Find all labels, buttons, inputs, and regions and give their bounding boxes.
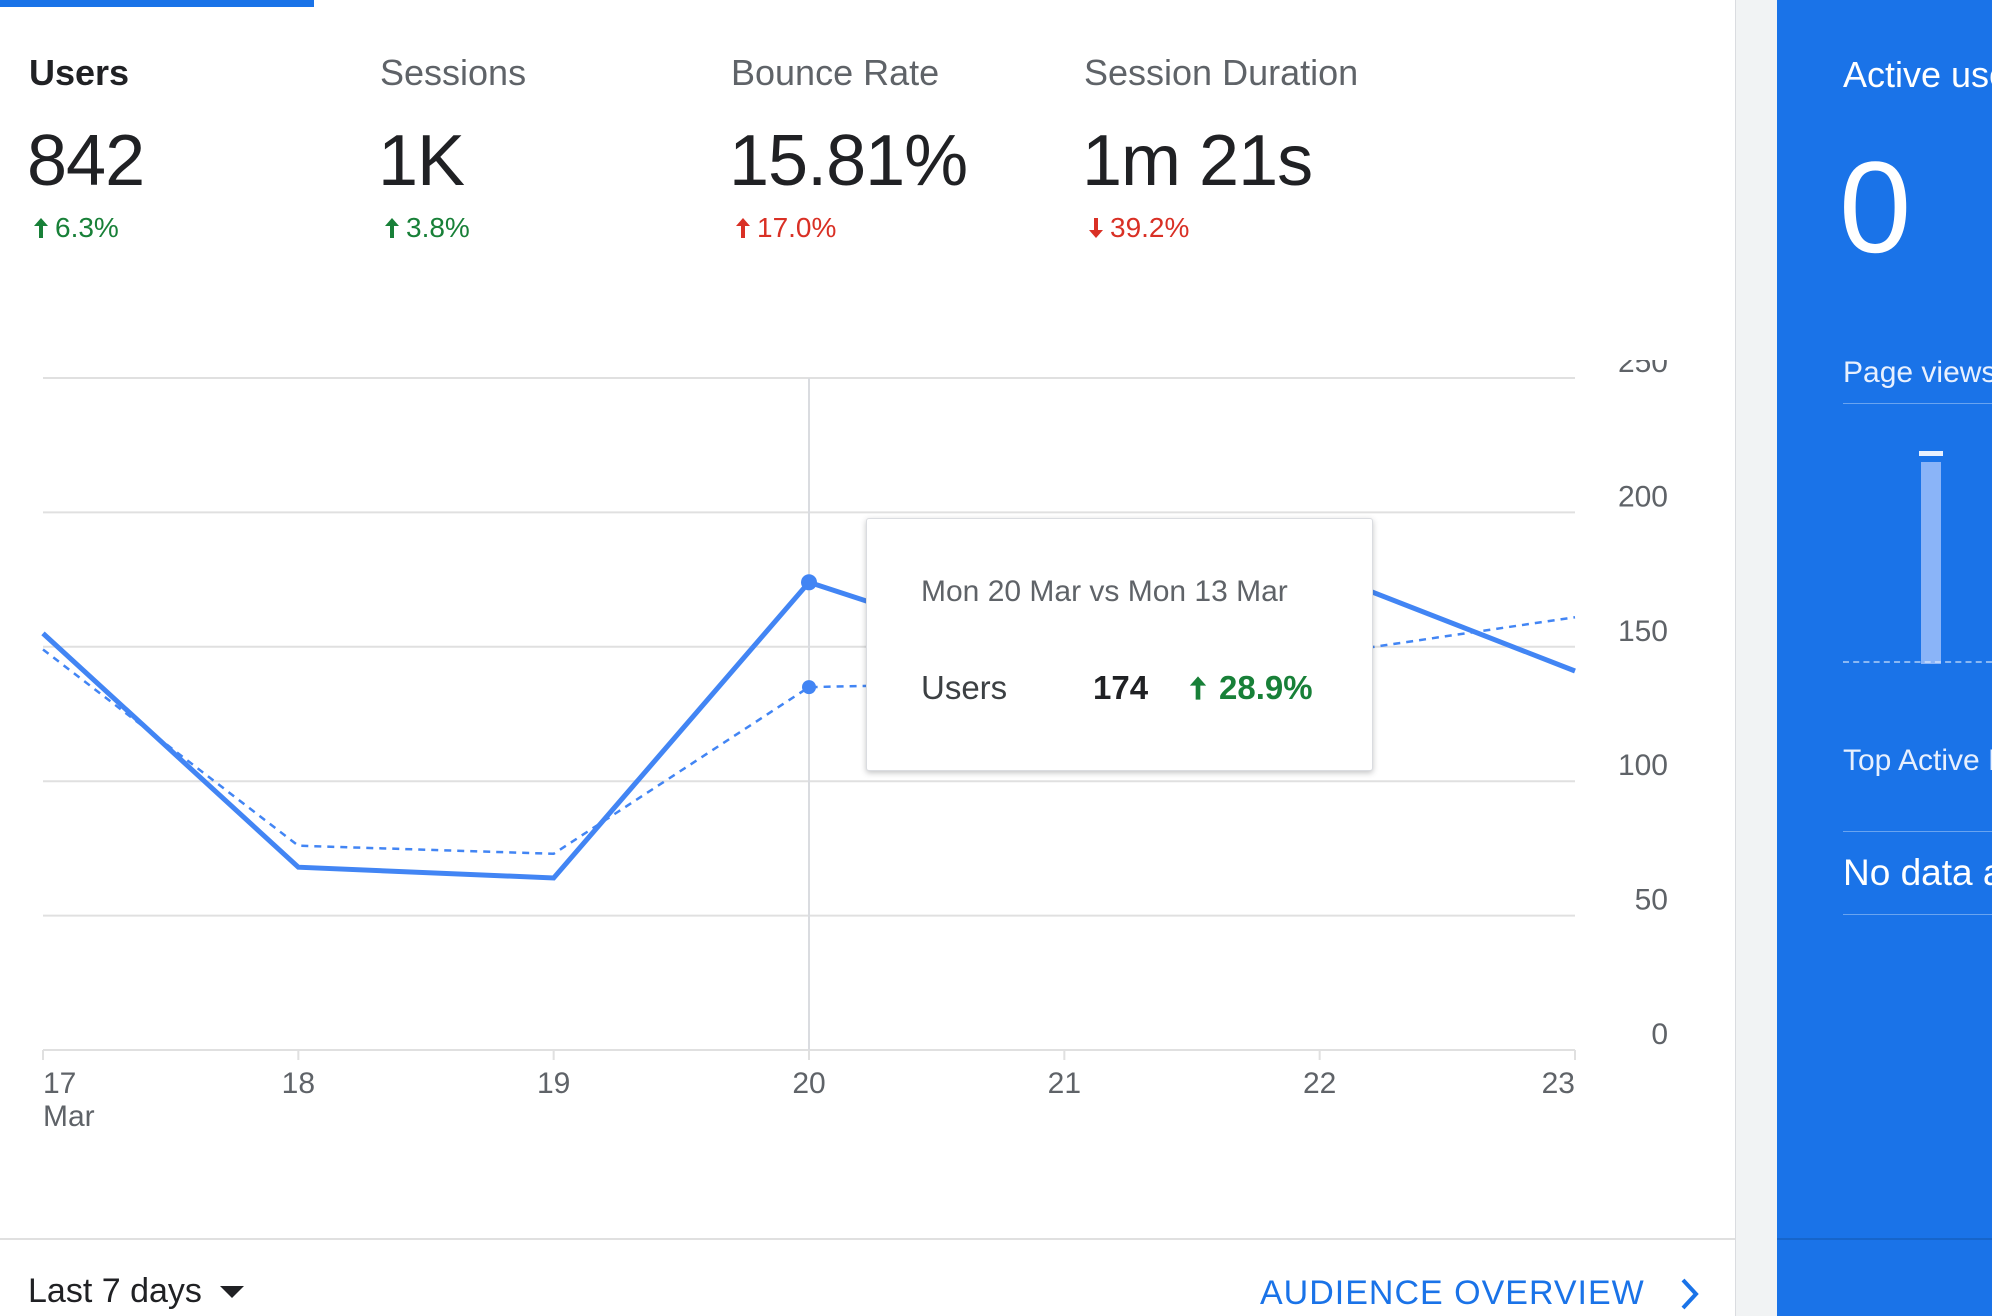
tooltip-change: 28.9%	[1187, 669, 1313, 707]
metric-change: 17.0%	[733, 212, 836, 244]
realtime-divider	[1843, 403, 1992, 404]
x-tick-label: 20	[792, 1067, 825, 1100]
metric-change: 39.2%	[1086, 212, 1189, 244]
arrow-down-icon	[1089, 218, 1103, 238]
tooltip-metric-value: 174	[1093, 669, 1149, 706]
x-tick-label: 22	[1303, 1067, 1336, 1100]
metric-change-value: 39.2%	[1110, 212, 1190, 243]
y-tick-label: 100	[1618, 749, 1668, 782]
metric-change: 6.3%	[31, 212, 119, 244]
active-tab-indicator	[0, 0, 314, 7]
date-range-dropdown[interactable]: Last 7 days	[28, 1272, 244, 1311]
metric-change: 3.8%	[382, 212, 470, 244]
metric-label: Sessions	[380, 52, 527, 93]
metric-label: Session Duration	[1084, 52, 1359, 93]
realtime-divider	[1843, 831, 1992, 832]
y-tick-label: 50	[1635, 884, 1668, 917]
chart-tooltip: Mon 20 Mar vs Mon 13 Mar Users 174 28.9%	[866, 518, 1373, 771]
metric-label: Users	[29, 52, 130, 93]
top-active-pages-label: Top Active Pages	[1843, 744, 1992, 777]
no-data-message: No data available	[1843, 852, 1992, 893]
page-views-bar	[1921, 462, 1941, 664]
x-tick-label: 18	[282, 1067, 315, 1100]
date-range-label: Last 7 days	[28, 1272, 202, 1310]
metric-change-value: 17.0%	[757, 212, 837, 243]
arrow-up-icon	[736, 218, 750, 238]
metric-label: Bounce Rate	[731, 52, 940, 93]
metric-value: 1K	[378, 121, 465, 201]
x-tick-label: 21	[1048, 1067, 1081, 1100]
metric-value: 842	[27, 121, 145, 201]
page-views-bar-cap	[1919, 451, 1943, 456]
tooltip-change-value: 28.9%	[1219, 669, 1313, 706]
metric-change-value: 6.3%	[55, 212, 119, 243]
realtime-footer-divider	[1777, 1238, 1992, 1240]
x-tick-label: 23	[1542, 1067, 1575, 1100]
audience-overview-link[interactable]: AUDIENCE OVERVIEW	[1260, 1274, 1701, 1313]
tooltip-metric-label: Users	[921, 669, 1008, 706]
footer-divider	[0, 1238, 1735, 1240]
active-users-count: 0	[1839, 134, 1912, 280]
y-tick-label: 150	[1618, 615, 1668, 648]
y-tick-label: 200	[1618, 480, 1668, 513]
arrow-up-icon	[34, 218, 48, 238]
metric-value: 15.81%	[729, 121, 968, 201]
audience-overview-card: Users 842 6.3% Sessions 1K 3.8% Bounce R…	[0, 0, 1735, 1313]
y-tick-label: 250	[1618, 360, 1668, 379]
dropdown-caret-icon	[219, 1285, 244, 1298]
chevron-right-icon	[1681, 1278, 1699, 1309]
card-gutter	[1735, 0, 1778, 1316]
y-tick-label: 0	[1651, 1018, 1668, 1051]
x-month-label: Mar	[43, 1100, 95, 1133]
realtime-title: Active users right now	[1843, 54, 1992, 95]
metric-value: 1m 21s	[1082, 121, 1313, 201]
highlight-point-current	[801, 574, 817, 591]
metric-change-value: 3.8%	[406, 212, 470, 243]
x-tick-label: 17	[43, 1067, 76, 1100]
arrow-up-icon	[385, 218, 399, 238]
realtime-divider	[1843, 914, 1992, 915]
page-views-label: Page views per minute	[1843, 356, 1992, 389]
page-views-baseline	[1843, 661, 1992, 663]
arrow-up-icon	[1189, 676, 1207, 700]
x-tick-label: 19	[537, 1067, 570, 1100]
highlight-point-previous	[802, 680, 816, 695]
tooltip-title: Mon 20 Mar vs Mon 13 Mar	[921, 575, 1288, 608]
realtime-panel: Active users right now 0 Page views per …	[1777, 0, 1992, 1316]
audience-overview-label: AUDIENCE OVERVIEW	[1260, 1274, 1645, 1312]
